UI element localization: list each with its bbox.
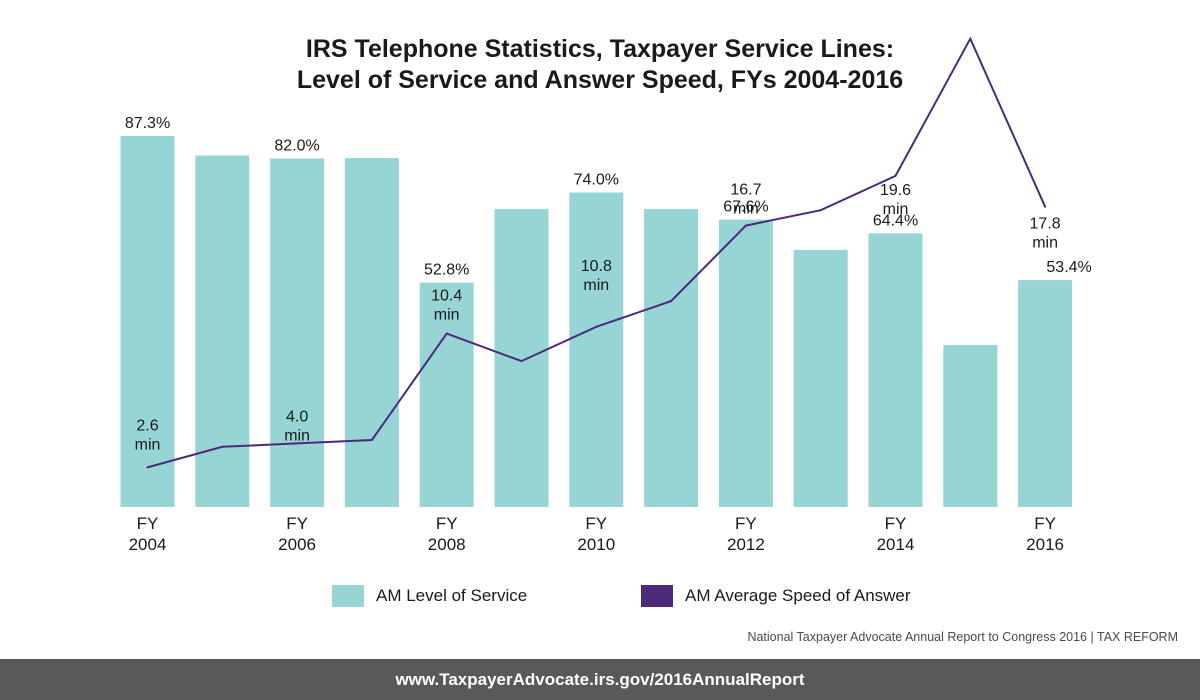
- x-tick-label: FY: [585, 514, 607, 533]
- x-tick-label: 2004: [129, 535, 167, 554]
- x-tick-label: FY: [436, 514, 458, 533]
- speed-of-answer-point: [445, 332, 448, 335]
- speed-of-answer-point: [744, 224, 747, 227]
- x-tick-label: FY: [1034, 514, 1056, 533]
- speed-unit-label: min: [135, 436, 161, 453]
- x-tick-label: 2012: [727, 535, 765, 554]
- speed-value-label: 2.6: [136, 417, 158, 434]
- speed-unit-label: min: [583, 277, 609, 294]
- bar-fy-2005: [195, 155, 250, 507]
- bar-fy-2015: [943, 345, 998, 507]
- chart-title: IRS Telephone Statistics, Taxpayer Servi…: [0, 34, 1200, 96]
- speed-unit-label: min: [284, 427, 310, 444]
- bar-fy-2006: [270, 158, 325, 507]
- bar-value-label: 67.6%: [723, 199, 768, 216]
- speed-unit-label: min: [733, 201, 759, 218]
- x-tick-label: 2010: [577, 535, 615, 554]
- speed-value-label: 16.7: [730, 182, 761, 199]
- bar-fy-2010: [569, 192, 624, 507]
- bar-value-label: 53.4%: [1046, 259, 1091, 276]
- speed-of-answer-point: [894, 174, 897, 177]
- footer-url[interactable]: www.TaxpayerAdvocate.irs.gov/2016AnnualR…: [395, 669, 805, 689]
- bar-fy-2016: [1018, 280, 1073, 507]
- bar-fy-2007: [344, 158, 399, 507]
- bar-fy-2009: [494, 209, 549, 507]
- speed-of-answer-point: [1044, 205, 1047, 208]
- speed-value-label: 17.8: [1030, 216, 1061, 233]
- x-tick-label: FY: [735, 514, 757, 533]
- speed-unit-label: min: [883, 201, 909, 218]
- bar-value-label: 52.8%: [424, 262, 469, 279]
- speed-value-label: 19.6: [880, 182, 911, 199]
- chart-title-line-2: Level of Service and Answer Speed, FYs 2…: [296, 66, 904, 94]
- speed-of-answer-point: [370, 439, 373, 441]
- bar-fy-2011: [644, 209, 699, 507]
- speed-of-answer-point: [595, 325, 598, 328]
- bar-value-label: 64.4%: [873, 212, 918, 229]
- legend-swatch-speed-of-answer: [641, 585, 673, 607]
- x-tick-label: 2006: [278, 535, 316, 554]
- bar-fy-2014: [868, 233, 923, 508]
- speed-unit-label: min: [1032, 235, 1058, 252]
- bar-fy-2013: [793, 249, 848, 507]
- bar-value-label: 82.0%: [274, 138, 319, 155]
- bar-fy-2008: [419, 282, 474, 507]
- bar-value-label: 87.3%: [125, 115, 170, 132]
- bar-value-label: 74.0%: [574, 172, 619, 189]
- legend-label-level-of-service: AM Level of Service: [376, 586, 528, 605]
- legend-label-speed-of-answer: AM Average Speed of Answer: [685, 586, 911, 605]
- legend-item-speed-of-answer: AM Average Speed of Answer: [641, 584, 911, 608]
- speed-value-label: 4.0: [286, 408, 308, 425]
- chart-title-line-1: IRS Telephone Statistics, Taxpayer Servi…: [305, 35, 895, 63]
- speed-value-label: 10.8: [581, 258, 612, 275]
- speed-of-answer-point: [296, 442, 299, 445]
- footer-banner: www.TaxpayerAdvocate.irs.gov/2016AnnualR…: [0, 659, 1200, 700]
- x-tick-label: 2014: [877, 535, 915, 554]
- bar-fy-2004: [120, 136, 175, 507]
- speed-of-answer-point: [221, 445, 224, 448]
- speed-of-answer-point: [819, 209, 822, 212]
- x-tick-label: FY: [286, 514, 308, 533]
- x-tick-label: 2008: [428, 535, 466, 554]
- source-note: National Taxpayer Advocate Annual Report…: [747, 630, 1178, 644]
- speed-of-answer-point: [520, 360, 523, 363]
- speed-unit-label: min: [434, 307, 460, 324]
- x-tick-label: FY: [885, 514, 907, 533]
- chart-canvas: 87.3% 82.0% 52.8% 74.0% 67.6% 64.4% 53.4% 2.6 mi…: [120, 36, 1092, 554]
- legend-swatch-level-of-service: [332, 585, 364, 607]
- legend-item-level-of-service: AM Level of Service: [332, 584, 527, 608]
- speed-of-answer-point: [670, 300, 673, 303]
- bar-fy-2012: [718, 219, 773, 507]
- x-tick-label: FY: [137, 514, 159, 533]
- speed-value-label: 10.4: [431, 288, 462, 305]
- x-tick-label: 2016: [1026, 535, 1064, 554]
- speed-of-answer-point: [146, 466, 149, 469]
- speed-of-answer-point: [969, 37, 972, 40]
